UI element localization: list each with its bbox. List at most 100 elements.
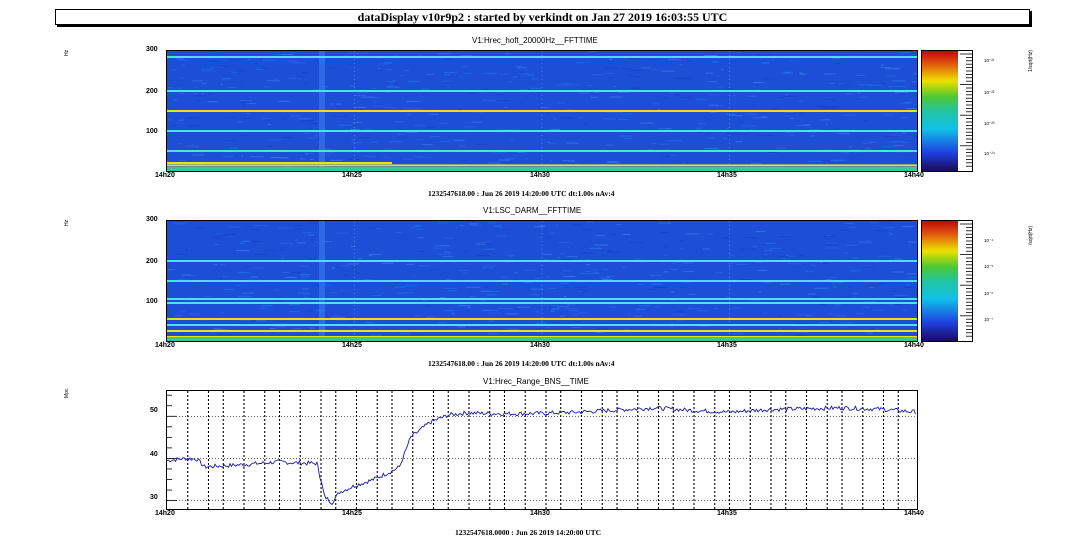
noise-texture [669, 291, 676, 293]
noise-texture [731, 115, 743, 117]
plot1-colorbar [921, 50, 973, 172]
noise-texture [851, 149, 860, 151]
noise-texture [471, 121, 483, 123]
noise-texture [849, 270, 861, 272]
noise-texture [572, 224, 583, 226]
noise-texture [858, 79, 862, 81]
noise-texture [531, 126, 534, 128]
noise-texture [795, 125, 810, 126]
noise-texture [392, 281, 404, 283]
noise-texture [238, 295, 252, 297]
noise-texture [425, 316, 436, 318]
noise-texture [607, 251, 621, 253]
noise-texture [192, 80, 203, 82]
noise-texture [755, 134, 766, 136]
noise-texture [376, 320, 384, 322]
noise-texture [662, 156, 670, 158]
noise-texture [180, 77, 185, 79]
noise-texture [266, 80, 280, 82]
noise-texture [188, 275, 196, 277]
noise-texture [338, 124, 352, 126]
noise-texture [820, 333, 824, 335]
noise-texture [364, 321, 373, 323]
noise-texture [566, 142, 579, 144]
noise-texture [335, 267, 343, 269]
noise-texture [244, 135, 248, 137]
noise-texture [641, 237, 653, 239]
noise-texture [872, 63, 882, 65]
noise-texture [900, 52, 911, 54]
noise-texture [463, 72, 472, 74]
noise-texture [327, 67, 337, 69]
noise-texture [384, 62, 393, 64]
spectral-line [167, 280, 917, 282]
noise-texture [609, 226, 619, 228]
noise-texture [848, 146, 852, 148]
noise-texture [444, 72, 455, 73]
noise-texture [810, 265, 817, 266]
noise-texture [488, 309, 498, 311]
noise-texture [185, 249, 193, 251]
noise-texture [417, 157, 431, 159]
noise-texture [547, 288, 556, 289]
noise-texture [906, 108, 917, 110]
noise-texture [886, 75, 897, 77]
plot2-xtick: 14h35 [717, 342, 737, 349]
noise-texture [246, 102, 252, 104]
noise-texture [458, 145, 466, 147]
noise-texture [765, 135, 774, 137]
plot2-colorbar-unit: /sqrt(Hz) [1028, 225, 1034, 245]
noise-texture [387, 81, 395, 83]
noise-texture [579, 290, 589, 292]
noise-texture [599, 277, 609, 279]
plot1-ytick: 100 [146, 128, 158, 135]
plot1-xtick: 14h35 [717, 172, 737, 179]
noise-texture [421, 246, 426, 248]
noise-texture [252, 58, 259, 60]
noise-texture [629, 74, 634, 76]
noise-texture [674, 311, 685, 313]
noise-texture [216, 233, 224, 235]
noise-texture [713, 156, 720, 157]
noise-texture [354, 272, 362, 274]
noise-texture [916, 292, 917, 294]
noise-texture [736, 263, 748, 265]
noise-texture [831, 159, 845, 161]
noise-texture [912, 311, 917, 313]
noise-texture [533, 305, 546, 307]
noise-texture [757, 54, 771, 56]
noise-texture [192, 95, 207, 97]
noise-texture [253, 253, 268, 255]
noise-texture [443, 74, 450, 76]
noise-texture [309, 327, 315, 329]
noise-texture [239, 319, 251, 321]
noise-texture [744, 237, 757, 238]
noise-texture [280, 257, 285, 259]
noise-texture [758, 291, 762, 293]
noise-texture [555, 224, 558, 226]
noise-texture [608, 77, 615, 79]
noise-texture [386, 85, 397, 87]
noise-texture [826, 235, 832, 237]
noise-texture [212, 236, 221, 238]
noise-texture [640, 122, 654, 124]
noise-texture [546, 276, 551, 278]
noise-texture [420, 88, 430, 90]
noise-texture [469, 266, 473, 268]
noise-texture [512, 76, 518, 78]
noise-texture [831, 106, 840, 108]
noise-texture [635, 80, 646, 82]
noise-texture [559, 253, 565, 255]
noise-texture [260, 307, 268, 309]
noise-texture [248, 59, 252, 61]
noise-texture [329, 103, 335, 105]
noise-texture [217, 333, 224, 335]
noise-texture [488, 94, 502, 96]
noise-texture [388, 121, 395, 123]
plot1-colorbar-tick: 10⁻²⁴ [984, 151, 995, 156]
noise-texture [833, 304, 842, 306]
noise-texture [535, 277, 540, 279]
noise-texture [494, 225, 503, 227]
noise-texture [677, 58, 689, 59]
noise-texture [239, 271, 245, 273]
